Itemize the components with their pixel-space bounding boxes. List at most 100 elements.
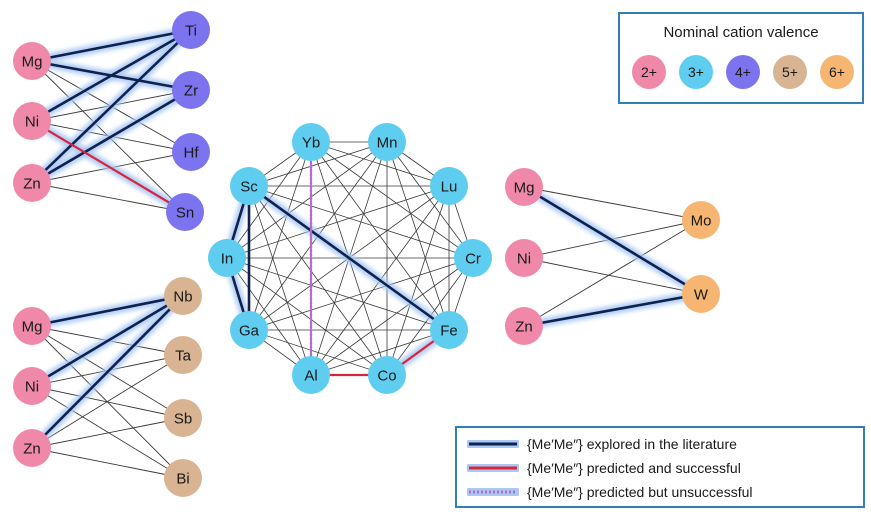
edge-legend-label-unsuccessful: {Me′Me″} predicted but unsuccessful [527,484,753,500]
node-right-right-mo: Mo [682,201,720,239]
success-line-swatch [467,464,519,472]
valence-chip-2plus: 2+ [632,55,666,89]
node-circle [13,307,51,345]
edge-explored-mg-ti [30,28,193,63]
node-label: Zn [515,319,533,336]
edge-explored-sc-fe [247,184,451,332]
edge-legend-row-success: {Me′Me″} predicted and successful [467,458,741,478]
node-label: Bi [176,471,189,488]
node-circle [230,311,268,349]
edge-zn-sn [31,182,186,213]
highlight-glows [27,25,706,453]
node-circle [164,399,202,437]
valence-legend: Nominal cation valence 2+ 3+ 4+ 5+ 6+ [618,12,864,104]
node-label: Mg [22,54,43,71]
node-label: Ni [517,251,531,268]
plain-edges [31,60,702,479]
edge-explored-zn-w [522,292,703,328]
node-center-al: Al [292,356,330,394]
node-center-mn: Mn [368,123,406,161]
node-circle [682,275,720,313]
node-bottom-left-right-bi: Bi [164,459,202,497]
node-circle [172,71,210,109]
edge-mn-fe [386,141,450,331]
edge-legend-label-success: {Me′Me″} predicted and successful [527,460,741,476]
node-label: Lu [441,179,458,196]
valence-legend-title: Nominal cation valence [663,24,819,41]
node-circle [172,11,210,49]
node-label: Al [304,368,317,385]
unsuccessful-line-swatch [467,488,519,496]
node-circle [208,239,246,277]
node-center-fe: Fe [430,311,468,349]
element-nodes: Mg Ni Zn Ti Zr Hf Sn Mg Ni Zn Nb Ta Sb Bi Mg Ni Zn Mo W Yb M… [13,11,720,497]
edge-explored-zn-nb [30,294,185,450]
node-circle [430,311,468,349]
node-label: W [694,287,709,304]
node-circle [368,356,406,394]
valence-legend-items: 2+ 3+ 4+ 5+ 6+ [632,55,854,89]
node-circle [292,123,330,161]
node-label: Co [377,368,396,385]
node-label: Ni [25,114,39,131]
node-bottom-left-right-ta: Ta [164,336,202,374]
edge-fe-in [226,257,450,331]
node-label: Ti [185,23,197,40]
valence-chip-3plus: 3+ [679,55,713,89]
node-bottom-left-left-mg: Mg [13,307,51,345]
edge-legend-label-explored: {Me′Me″} explored in the literature [527,436,737,452]
node-circle [172,133,210,171]
node-label: Yb [302,135,320,152]
node-circle [454,239,492,277]
node-center-yb: Yb [292,123,330,161]
edge-explored-ni-nb [30,294,185,388]
node-bottom-left-left-ni: Ni [13,367,51,405]
node-label: Mg [22,319,43,336]
edge-explored-mg-nb [30,294,185,328]
edge-lu-in [226,185,450,259]
edge-cr-al [310,257,474,376]
node-right-left-ni: Ni [505,239,543,277]
node-circle [13,367,51,405]
node-right-left-mg: Mg [505,168,543,206]
node-center-lu: Lu [430,167,468,205]
node-bottom-left-right-sb: Sb [164,399,202,437]
node-circle [164,459,202,497]
valence-chip-6plus: 6+ [820,55,854,89]
node-top-left-right-sn: Sn [166,193,204,231]
node-circle [430,167,468,205]
node-label: Ga [239,323,260,340]
node-circle [13,164,51,202]
node-label: Mo [691,213,712,230]
edge-al-in [226,257,312,376]
node-label: Zr [184,83,198,100]
node-center-cr: Cr [454,239,492,277]
edge-yb-ga [248,141,312,331]
node-label: Zn [23,441,41,458]
edge-explored-mg-w [522,185,703,296]
valence-chip-4plus: 4+ [726,55,760,89]
edge-legend-row-explored: {Me′Me″} explored in the literature [467,434,737,454]
edge-cr-ga [248,257,474,331]
node-circle [13,42,51,80]
edge-zn-sb [31,417,184,449]
edge-cr-sc [248,185,474,259]
node-circle [13,102,51,140]
node-top-left-right-ti: Ti [172,11,210,49]
edge-co-sc [248,185,388,376]
edge-explored-zn-zr [30,88,193,185]
edge-success-ni-sn [30,119,187,214]
node-circle [166,193,204,231]
node-circle [505,239,543,277]
edge-ni-w [523,257,702,295]
node-label: Hf [184,145,200,162]
edge-explored-ni-ti [30,28,193,123]
node-top-left-left-mg: Mg [13,42,51,80]
node-center-ga: Ga [230,311,268,349]
node-top-left-left-ni: Ni [13,102,51,140]
node-bottom-left-left-zn: Zn [13,429,51,467]
edge-mg-mo [523,186,702,221]
edge-co-ga [248,329,388,376]
edge-yb-cr [310,141,474,259]
edge-legend-row-unsuccessful: {Me′Me″} predicted but unsuccessful [467,482,752,502]
